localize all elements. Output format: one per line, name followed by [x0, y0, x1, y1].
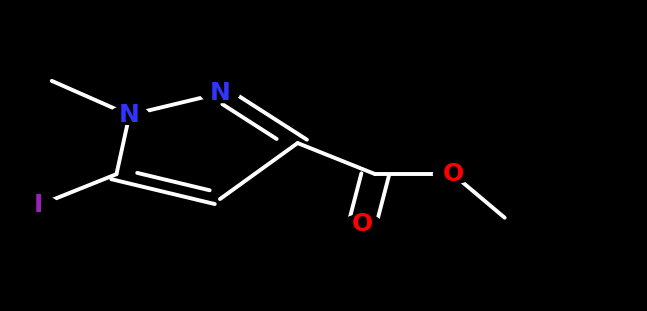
- Text: N: N: [210, 81, 230, 105]
- Text: I: I: [34, 193, 43, 217]
- Circle shape: [343, 215, 382, 233]
- Circle shape: [19, 196, 58, 215]
- Circle shape: [110, 106, 149, 124]
- Text: N: N: [119, 103, 140, 127]
- Text: O: O: [352, 212, 373, 236]
- Text: O: O: [443, 162, 463, 186]
- Circle shape: [201, 84, 239, 103]
- Circle shape: [433, 165, 472, 183]
